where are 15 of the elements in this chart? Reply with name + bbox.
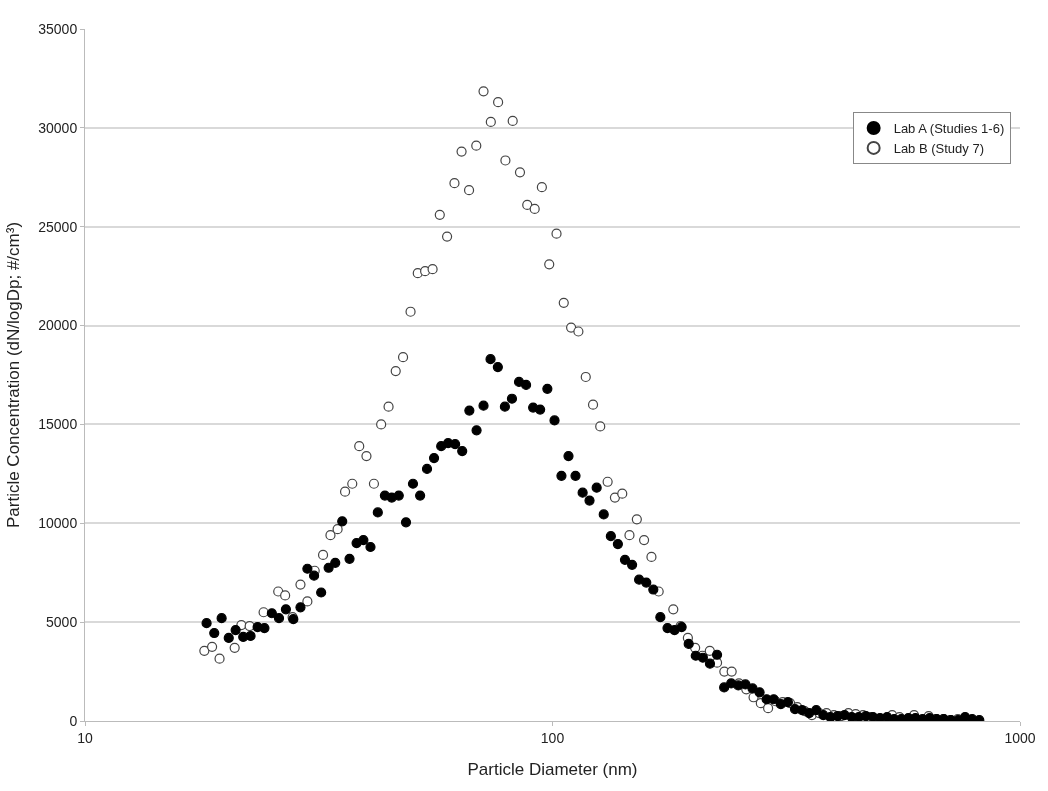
x-tick-label: 10 xyxy=(77,729,93,746)
y-axis-title: Particle Concentration (dN/logDp; #/cm³) xyxy=(3,221,23,529)
y-tick-label: 0 xyxy=(69,712,78,729)
x-tick-label: 100 xyxy=(540,729,565,746)
y-tick-label: 20000 xyxy=(38,317,78,334)
legend-label: Lab A (Studies 1-6) xyxy=(893,121,1005,137)
y-tick-label: 15000 xyxy=(38,416,78,433)
y-tick-label: 5000 xyxy=(46,614,78,631)
y-tick-label: 30000 xyxy=(38,119,78,136)
y-tick-label: 35000 xyxy=(38,20,78,37)
x-tick-label: 1000 xyxy=(1004,729,1036,746)
legend-label: Lab B (Study 7) xyxy=(893,140,984,156)
y-tick-label: 25000 xyxy=(38,218,78,235)
x-axis-title: Particle Diameter (nm) xyxy=(467,760,638,780)
y-tick-label: 10000 xyxy=(38,515,78,532)
